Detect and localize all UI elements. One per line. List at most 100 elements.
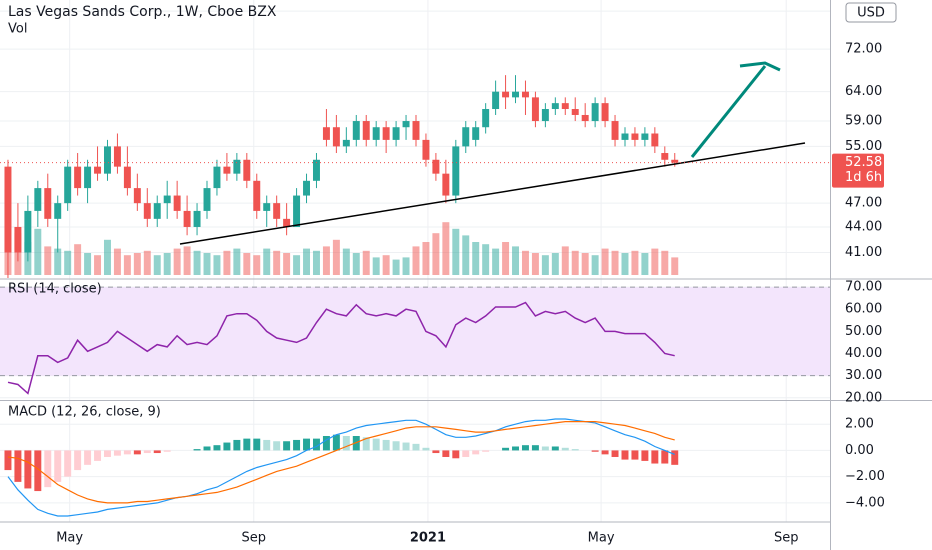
volume-bar bbox=[44, 246, 52, 275]
volume-bar bbox=[412, 246, 420, 275]
candle-body bbox=[412, 121, 420, 140]
volume-bar bbox=[133, 253, 141, 275]
currency-box[interactable] bbox=[845, 2, 897, 23]
candle-body bbox=[492, 91, 500, 110]
candle-body bbox=[303, 180, 311, 196]
histogram-bar bbox=[621, 450, 629, 460]
volume-bar bbox=[183, 246, 191, 275]
histogram-bar bbox=[84, 450, 92, 465]
histogram-bar bbox=[442, 450, 450, 457]
histogram-bar bbox=[213, 445, 221, 451]
histogram-bar bbox=[541, 446, 549, 451]
volume-bar bbox=[502, 242, 510, 275]
candle-body bbox=[521, 91, 529, 98]
volume-bar bbox=[641, 253, 649, 275]
volume-bar bbox=[113, 248, 121, 275]
candle-body bbox=[452, 146, 460, 196]
y-tick-label: 59.00 bbox=[845, 114, 882, 129]
histogram-bar bbox=[14, 450, 22, 482]
candle-body bbox=[661, 153, 669, 160]
histogram-bar bbox=[671, 450, 679, 465]
candle-body bbox=[243, 159, 251, 181]
histogram-bar bbox=[561, 447, 569, 451]
y-tick-label: 64.00 bbox=[845, 84, 882, 99]
y-tick-label: 2.00 bbox=[845, 417, 874, 432]
histogram-bar bbox=[422, 447, 430, 451]
volume-bar bbox=[551, 253, 559, 275]
histogram-bar bbox=[482, 450, 490, 452]
histogram-bar bbox=[193, 449, 201, 451]
candle-body bbox=[34, 188, 42, 211]
macd-pane bbox=[4, 418, 679, 517]
histogram-bar bbox=[223, 442, 231, 451]
volume-bar bbox=[472, 242, 480, 275]
volume-bar bbox=[243, 253, 251, 275]
volume-bar bbox=[193, 250, 201, 275]
candle-body bbox=[512, 91, 519, 98]
candle-body bbox=[273, 203, 281, 219]
histogram-bar bbox=[402, 442, 410, 451]
candle-body bbox=[293, 195, 301, 227]
histogram-bar bbox=[521, 445, 529, 451]
volume-bar bbox=[521, 250, 529, 275]
histogram-bar bbox=[103, 450, 111, 457]
volume-bar bbox=[611, 250, 619, 275]
histogram-bar bbox=[661, 450, 669, 464]
candle-body bbox=[641, 133, 649, 140]
x-tick-label: Sep bbox=[242, 531, 267, 546]
macd-title: MACD (12, 26, close, 9) bbox=[8, 405, 161, 420]
candle-body bbox=[372, 127, 380, 140]
histogram-bar bbox=[153, 450, 161, 454]
candle-body bbox=[213, 166, 221, 189]
histogram-bar bbox=[4, 450, 12, 471]
arrow-head bbox=[739, 61, 781, 72]
histogram-bar bbox=[24, 450, 32, 489]
rsi-band-layer bbox=[0, 286, 830, 377]
chart-title: Las Vegas Sands Corp., 1W, Cboe BZX bbox=[8, 4, 277, 20]
volume-bar bbox=[54, 248, 62, 275]
histogram-bar bbox=[133, 450, 141, 455]
histogram-bar bbox=[143, 450, 151, 454]
volume-bar bbox=[123, 255, 131, 275]
y-tick-label: 20.00 bbox=[845, 390, 882, 405]
volume-bar bbox=[322, 246, 330, 275]
volume-bar bbox=[541, 255, 549, 275]
y-tick-label: 44.00 bbox=[845, 219, 882, 234]
histogram-bar bbox=[432, 450, 440, 454]
candle-body bbox=[84, 166, 92, 189]
histogram-bar bbox=[392, 441, 400, 451]
volume-bar bbox=[293, 255, 301, 275]
candle-body bbox=[442, 173, 450, 196]
volume-label: Vol bbox=[8, 22, 27, 37]
y-tick-label: 41.00 bbox=[845, 245, 882, 260]
volume-bar bbox=[661, 250, 669, 275]
candle-body bbox=[193, 210, 201, 227]
candle-body bbox=[4, 166, 12, 253]
volume-bar bbox=[143, 250, 151, 275]
candle-body bbox=[531, 97, 539, 122]
candle-body bbox=[74, 166, 82, 189]
currency-label[interactable]: USD bbox=[857, 6, 885, 21]
candle-body bbox=[203, 188, 211, 211]
macd-line bbox=[7, 421, 675, 504]
histogram-bar bbox=[452, 450, 460, 459]
volume-bar bbox=[591, 255, 599, 275]
y-tick-label: 60.00 bbox=[845, 302, 882, 317]
volume-bar bbox=[651, 248, 659, 275]
volume-bar bbox=[94, 255, 102, 275]
histogram-bar bbox=[113, 450, 121, 456]
y-tick-label: 0.00 bbox=[845, 443, 874, 458]
histogram-bar bbox=[362, 437, 370, 451]
candle-body bbox=[253, 180, 261, 211]
volume-bar bbox=[342, 248, 350, 275]
candle-body bbox=[392, 127, 400, 140]
x-tick-label: May bbox=[56, 531, 83, 546]
candle-body bbox=[103, 146, 111, 174]
histogram-bar bbox=[512, 446, 519, 451]
histogram-bar bbox=[283, 441, 291, 451]
histogram-bar bbox=[233, 439, 241, 451]
x-tick-label: 2021 bbox=[410, 531, 446, 546]
candle-body bbox=[591, 103, 599, 122]
histogram-bar bbox=[123, 450, 131, 455]
candle-body bbox=[233, 159, 241, 174]
